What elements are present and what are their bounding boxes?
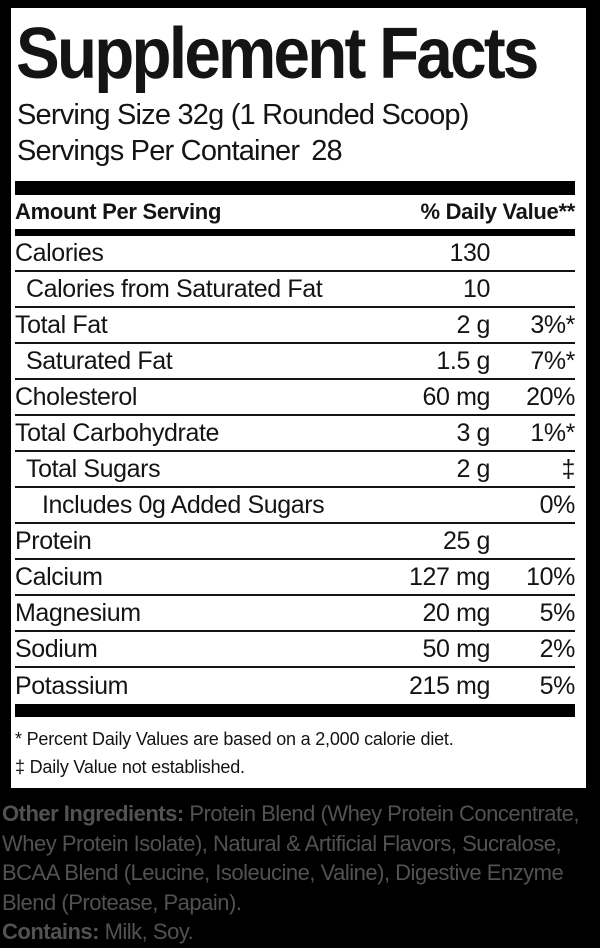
other-ingredients-line: BCAA Blend (Leucine, Isoleucine, Valine)… [2, 860, 564, 885]
nutrient-daily-value: 5% [539, 671, 576, 700]
table-row-magnesium: Magnesium 20 mg 5% [15, 596, 575, 632]
nutrient-table: Calories 130 Calories from Saturated Fat… [15, 236, 575, 704]
other-ingredients-line: Other Ingredients: Protein Blend (Whey P… [2, 799, 600, 829]
panel-title: Supplement Facts [16, 14, 539, 94]
nutrient-daily-value: 7%* [530, 346, 575, 375]
table-row-calories-from-saturated-fat: Calories from Saturated Fat 10 [15, 272, 575, 308]
nutrient-daily-value: 20% [526, 382, 575, 411]
nutrient-daily-value: 10% [526, 562, 575, 591]
table-row-total-sugars: Total Sugars 2 g ‡ [15, 452, 575, 488]
table-row-total-carbohydrate: Total Carbohydrate 3 g 1%* [15, 416, 575, 452]
serving-size-line: Serving Size 32g (1 Rounded Scoop) [17, 99, 469, 131]
table-row-sodium: Sodium 50 mg 2% [15, 632, 575, 668]
nutrient-daily-value: ‡ [561, 454, 575, 483]
table-row-protein: Protein 25 g [15, 524, 575, 560]
nutrient-amount: 3 g [456, 418, 490, 447]
contains-value: Milk, Soy. [104, 919, 194, 944]
nutrient-daily-value: 2% [539, 634, 576, 663]
footnote-not-established: ‡ Daily Value not established. [15, 757, 245, 777]
thick-divider-top [15, 181, 575, 195]
nutrient-daily-value: 0% [539, 490, 576, 519]
nutrient-name: Calcium [15, 562, 103, 591]
nutrient-name: Includes 0g Added Sugars [42, 490, 325, 519]
nutrient-daily-value: 3%* [530, 310, 575, 339]
other-ingredients-line: Whey Protein Isolate), Natural & Artific… [2, 830, 562, 856]
table-row-potassium: Potassium 215 mg 5% [15, 668, 575, 704]
table-row-calories: Calories 130 [15, 236, 575, 272]
contains-line: Contains: Milk, Soy. [2, 917, 600, 947]
nutrient-name: Total Fat [15, 310, 108, 339]
footnote-daily-values: * Percent Daily Values are based on a 2,… [15, 729, 454, 749]
nutrient-daily-value: 5% [539, 598, 576, 627]
nutrient-name: Saturated Fat [26, 346, 173, 375]
nutrient-name: Cholesterol [15, 382, 138, 411]
servings-per-container-label: Servings Per Container [17, 135, 300, 167]
nutrient-amount: 25 g [442, 526, 490, 555]
other-ingredients-section: Other Ingredients: Protein Blend (Whey P… [0, 799, 600, 947]
contains-label: Contains: [2, 919, 99, 944]
servings-per-container-value: 28 [311, 135, 342, 167]
table-row-cholesterol: Cholesterol 60 mg 20% [15, 380, 575, 416]
column-header-daily-value: % Daily Value** [420, 199, 576, 224]
supplement-facts-panel: Supplement Facts Serving Size 32g (1 Rou… [11, 8, 586, 788]
servings-per-container-line: Servings Per Container 28 [17, 133, 575, 169]
table-header-row: Amount Per Serving % Daily Value** [15, 195, 575, 236]
thick-divider-bottom [15, 704, 575, 717]
nutrient-name: Protein [15, 526, 92, 555]
nutrient-name: Potassium [15, 671, 129, 700]
nutrient-amount: 2 g [456, 310, 490, 339]
other-ingredients-text: Protein Blend (Whey Protein Concentrate, [189, 801, 579, 826]
nutrient-name: Calories [15, 238, 104, 267]
nutrient-daily-value: 1%* [530, 418, 575, 447]
nutrient-name: Total Carbohydrate [15, 418, 220, 447]
footnotes: * Percent Daily Values are based on a 2,… [15, 725, 575, 781]
table-row-calcium: Calcium 127 mg 10% [15, 560, 575, 596]
other-ingredients-label: Other Ingredients: [2, 801, 184, 826]
nutrient-amount: 130 [449, 238, 490, 267]
nutrient-amount: 127 mg [409, 562, 490, 591]
table-row-total-fat: Total Fat 2 g 3%* [15, 308, 575, 344]
column-header-amount: Amount Per Serving [15, 199, 222, 224]
nutrient-amount: 20 mg [422, 598, 491, 627]
nutrient-name: Calories from Saturated Fat [26, 274, 323, 303]
other-ingredients-line: Blend (Protease, Papain). [2, 889, 242, 915]
nutrient-amount: 10 [462, 274, 490, 303]
table-row-saturated-fat: Saturated Fat 1.5 g 7%* [15, 344, 575, 380]
nutrient-amount: 60 mg [422, 382, 491, 411]
table-row-added-sugars: Includes 0g Added Sugars 0% [15, 488, 575, 524]
nutrient-name: Total Sugars [26, 454, 161, 483]
nutrient-name: Magnesium [15, 598, 141, 627]
nutrient-amount: 215 mg [409, 671, 490, 700]
nutrient-amount: 50 mg [422, 634, 491, 663]
nutrient-amount: 2 g [456, 454, 490, 483]
nutrient-amount: 1.5 g [436, 346, 490, 375]
nutrient-name: Sodium [15, 634, 98, 663]
